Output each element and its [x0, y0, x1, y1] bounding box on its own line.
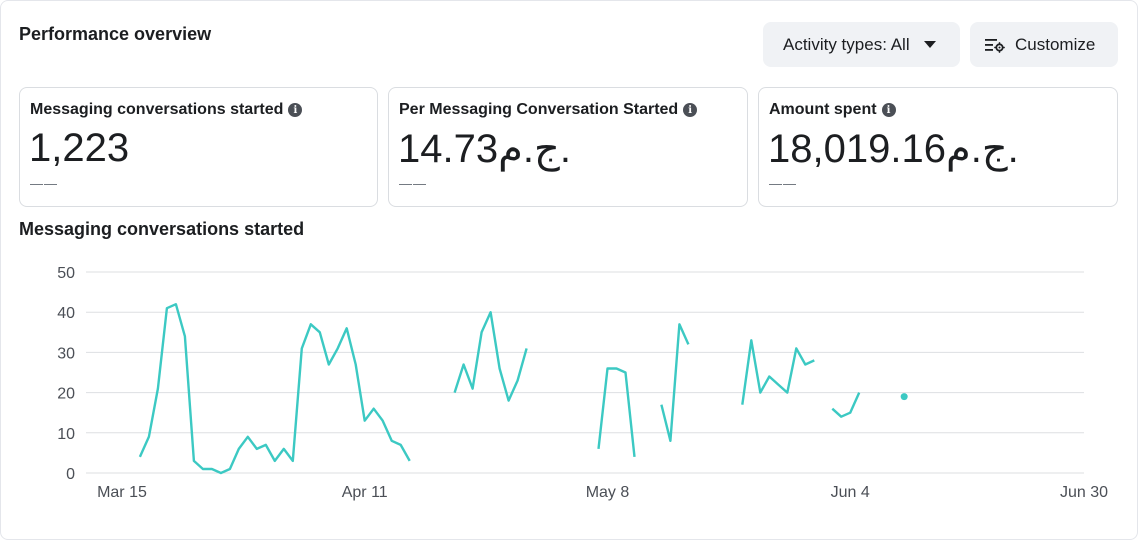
- y-tick-label: 10: [57, 426, 75, 443]
- y-tick-label: 20: [57, 386, 75, 403]
- info-icon[interactable]: i: [881, 103, 896, 117]
- activity-types-label: Activity types: All: [783, 34, 910, 54]
- info-icon[interactable]: i: [288, 103, 303, 117]
- customize-button[interactable]: Customize: [970, 22, 1118, 67]
- metric-label-text: Per Messaging Conversation Started: [399, 101, 679, 118]
- metric-card-amount-spent[interactable]: Amount spent i 18,019.16ج.م. ——: [758, 87, 1118, 207]
- series-line[interactable]: [741, 339, 815, 405]
- chart-title: Messaging conversations started: [19, 219, 305, 239]
- metric-comparison: ——: [30, 176, 58, 191]
- customize-label: Customize: [1015, 34, 1096, 54]
- metric-label: Per Messaging Conversation Started i: [399, 101, 698, 119]
- metric-card-conversations[interactable]: Messaging conversations started i 1,223 …: [19, 87, 378, 207]
- x-tick-label: May 8: [586, 484, 630, 501]
- activity-types-dropdown[interactable]: Activity types: All: [763, 22, 960, 67]
- series-line[interactable]: [831, 392, 861, 418]
- x-tick-label: Jun 4: [831, 484, 870, 501]
- y-tick-label: 40: [57, 305, 75, 322]
- caret-down-icon: [923, 41, 936, 48]
- metric-label-text: Messaging conversations started: [30, 101, 284, 118]
- metric-value: 1,223: [29, 126, 130, 170]
- metric-card-cost-per-conversation[interactable]: Per Messaging Conversation Started i 14.…: [388, 87, 748, 207]
- series-line[interactable]: [453, 311, 528, 402]
- series-line[interactable]: [138, 303, 411, 475]
- series-point[interactable]: [900, 393, 908, 401]
- y-tick-label: 0: [66, 466, 75, 483]
- page-title: Performance overview: [19, 24, 212, 44]
- x-tick-label: Mar 15: [97, 484, 147, 501]
- info-icon[interactable]: i: [683, 103, 698, 117]
- metric-label-text: Amount spent: [769, 101, 877, 118]
- metric-comparison: ——: [399, 176, 427, 191]
- series-line[interactable]: [597, 367, 636, 458]
- customize-settings-icon: [985, 38, 1005, 53]
- x-tick-label: Jun 30: [1060, 484, 1108, 501]
- y-tick-label: 30: [57, 345, 75, 362]
- metric-value: 18,019.16ج.م.: [768, 127, 1019, 171]
- metric-label: Amount spent i: [769, 101, 896, 119]
- line-chart: 0 10 20 30 40 50 Mar 15 Apr 11 May 8 Jun 4 Jun 30: [57, 265, 1108, 501]
- metric-label: Messaging conversations started i: [30, 101, 303, 119]
- y-tick-label: 50: [57, 265, 75, 282]
- metric-comparison: ——: [769, 176, 797, 191]
- series-line[interactable]: [660, 323, 690, 443]
- metric-value: 14.73ج.م.: [398, 127, 571, 171]
- x-tick-label: Apr 11: [342, 484, 388, 501]
